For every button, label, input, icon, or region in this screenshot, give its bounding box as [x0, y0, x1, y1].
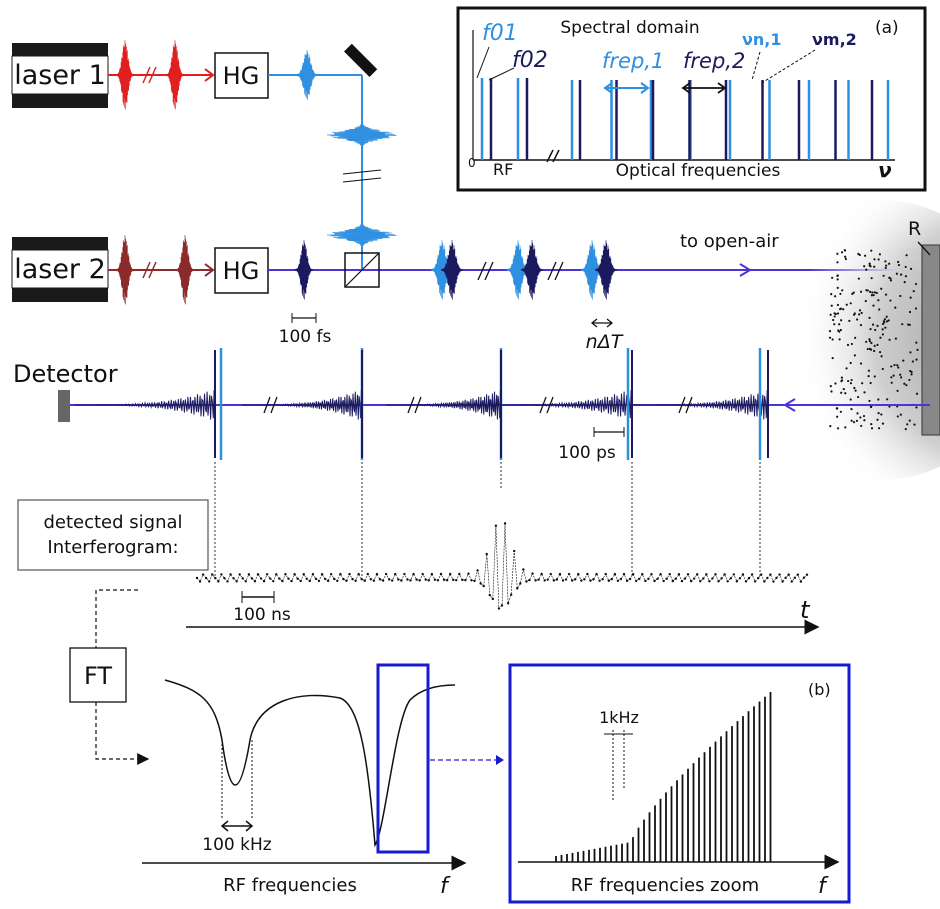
laser-2-pulses [115, 235, 195, 305]
nu-axis-label: ν [878, 158, 892, 182]
open-air-label: to open-air [680, 231, 779, 252]
comb-1-pulses [295, 50, 397, 249]
retroreflector [921, 244, 940, 436]
spectral-title: Spectral domain [560, 18, 699, 38]
detector [58, 390, 70, 422]
zoom-f-label: f [818, 874, 829, 899]
laser-2-box: laser 2 [11, 237, 109, 302]
fs-scale: 100 fs [279, 313, 332, 347]
laser-1-box: laser 1 [11, 43, 109, 108]
interfering-pulses [75, 348, 769, 460]
fs-scale-label: 100 fs [279, 327, 332, 347]
signal-box: detected signal Interferogram: [17, 499, 209, 571]
rf-xlabel: RF frequencies [223, 875, 357, 896]
time-axis-label: t [800, 596, 811, 624]
beam-splitter [344, 252, 380, 288]
mirror [344, 43, 378, 77]
ps-scale: 100 ps [558, 427, 625, 463]
rf-f-label: f [440, 874, 451, 899]
laser-2-label: laser 2 [14, 254, 106, 285]
panel-a-tag: (a) [875, 18, 899, 38]
hg-1-label: HG [223, 62, 260, 90]
detector-label: Detector [13, 360, 118, 388]
ns-scale: 100 ns [233, 591, 291, 625]
zoom-xlabel: RF frequencies zoom [571, 875, 759, 896]
nu-m2-label: νm,2 [812, 30, 857, 49]
signal-line-2: Interferogram: [47, 537, 178, 558]
khz1-label: 1kHz [599, 708, 639, 727]
zoom-comb-bars [555, 692, 772, 862]
delay-scale: nΔT [586, 318, 624, 353]
projection-lines [214, 462, 761, 578]
f02-label: f02 [512, 48, 548, 73]
optical-frequencies-label: Optical frequencies [616, 161, 781, 181]
spectral-domain-panel: Spectral domain (a) f01 f02 frep,1 frep,… [456, 6, 927, 192]
f01-label: f01 [482, 21, 518, 46]
frep2-label: frep,2 [683, 49, 745, 73]
khz100-label: 100 kHz [202, 835, 271, 855]
interferogram-trace [195, 522, 809, 610]
hg-box-1: HG [214, 52, 269, 99]
frep1-label: frep,1 [602, 49, 664, 73]
signal-line-1: detected signal [43, 512, 182, 533]
rf-spectrum: 100 kHz RF frequencies f [142, 679, 467, 899]
ps-scale-label: 100 ps [558, 443, 616, 463]
open-air-cloud [740, 200, 940, 480]
ft-box: FT [69, 647, 127, 703]
laser-1-label: laser 1 [14, 60, 106, 91]
panel-b-tag: (b) [808, 680, 831, 699]
combined-pulses [294, 240, 618, 300]
zero-label: 0 [468, 156, 476, 170]
laser-1-pulses [115, 40, 185, 110]
hg-box-2: HG [214, 247, 269, 294]
hg-2-label: HG [223, 257, 260, 285]
delay-label: nΔT [586, 331, 624, 353]
ft-label: FT [84, 662, 112, 690]
retroreflector-label: R [908, 218, 921, 240]
zoom-panel: (b) 1kHz RF frequencies zoom f [508, 663, 851, 904]
zoom-window [376, 663, 430, 854]
ns-scale-label: 100 ns [233, 605, 291, 625]
rf-label: RF [493, 160, 513, 179]
nu-n1-label: νn,1 [742, 30, 782, 49]
